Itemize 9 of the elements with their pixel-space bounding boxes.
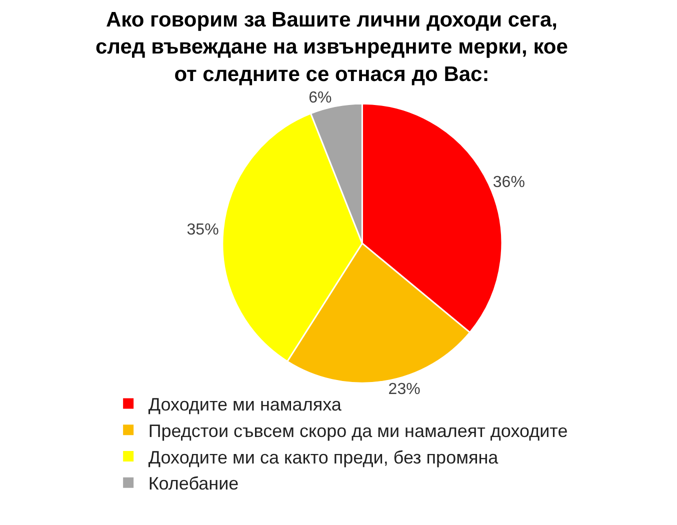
data-label: 6%: [308, 89, 332, 106]
legend-label: Предстои съвсем скоро да ми намалеят доходите: [148, 420, 568, 441]
legend-label: Колебание: [148, 474, 239, 494]
legend-label: Доходите ми са както преди, без промяна: [148, 447, 500, 468]
legend-label: Доходите ми намаляха: [148, 394, 342, 414]
chart-title: Ако говорим за Вашите лични доходи сега, след въвеждане на извънредните мерки, кое от следните се отнася до Вас:: [96, 8, 568, 86]
data-label: 35%: [186, 222, 219, 239]
data-label: 23%: [388, 381, 420, 398]
data-label: 36%: [492, 174, 525, 191]
